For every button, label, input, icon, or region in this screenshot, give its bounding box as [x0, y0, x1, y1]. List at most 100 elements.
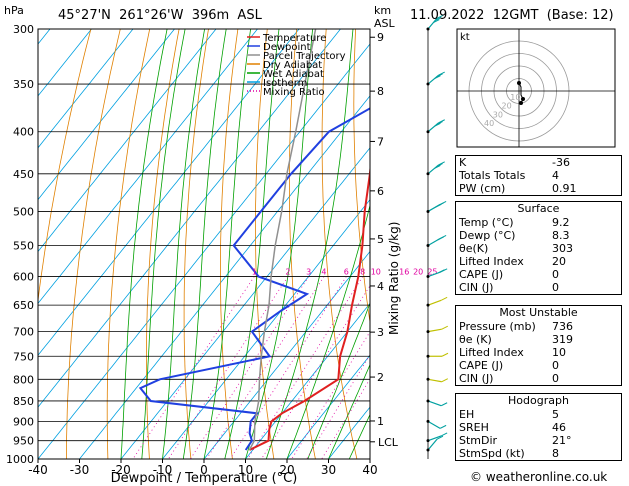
pressure-tick-label: 550	[13, 239, 34, 252]
pressure-tick-label: 800	[13, 373, 34, 386]
pressure-tick-label: 500	[13, 205, 34, 218]
most-unstable-title: Most Unstable	[499, 306, 578, 319]
km-tick-label: 8	[377, 85, 384, 98]
pressure-tick-label: 600	[13, 271, 34, 284]
wind-barb-point	[426, 130, 430, 134]
surface-label: θe(K)	[459, 242, 489, 255]
surface-label: Temp (°C)	[459, 216, 514, 229]
index-row: PW (cm) 0.91	[456, 182, 621, 195]
wind-barb-flag	[438, 71, 445, 76]
mu-row: Pressure (mb) 736	[456, 320, 621, 333]
index-label: K	[459, 156, 467, 169]
surface-row: Lifted Index 20	[456, 255, 621, 268]
x-tick-label: -40	[28, 463, 48, 477]
mixing-ratio-label: 4	[321, 268, 326, 277]
legend-label: Isotherm	[263, 78, 307, 89]
surface-row: Temp (°C) 9.2	[456, 216, 621, 229]
mixing-ratio-label: 1	[252, 268, 257, 277]
wind-barb	[427, 328, 442, 333]
wind-barb-point	[426, 399, 430, 403]
index-value: 4	[552, 169, 559, 182]
mu-label: CIN (J)	[459, 372, 494, 385]
hodo-label: SREH	[459, 421, 489, 434]
pressure-tick-label: 950	[13, 435, 34, 448]
pressure-tick-label: 900	[13, 415, 34, 428]
x-tick-label: 20	[279, 463, 294, 477]
wind-barb-flag	[438, 269, 445, 274]
x-tick-label: -20	[111, 463, 131, 477]
mixing-ratio-line	[247, 276, 364, 459]
pressure-tick-label: 650	[13, 299, 34, 312]
hodo-value: 46	[552, 421, 566, 434]
wind-barb-flag	[437, 236, 444, 241]
pressure-tick-label: 850	[13, 395, 34, 408]
isotherm-line	[38, 29, 134, 149]
mixing-ratio-label: 3	[306, 268, 311, 277]
wind-barb-flag	[436, 435, 444, 440]
wind-barb-point	[426, 27, 430, 31]
hodograph-frame	[456, 28, 616, 148]
legend-label: Parcel Trajectory	[263, 51, 346, 62]
wind-barb-point	[426, 439, 430, 443]
isotherm-line	[328, 406, 370, 459]
index-label: PW (cm)	[459, 182, 506, 195]
hodograph-ring-label: 30	[493, 110, 503, 119]
indices-panel: K -36 Totals Totals 4 PW (cm) 0.91	[455, 155, 622, 196]
km-tick-label: 9	[377, 31, 384, 44]
surface-label: CAPE (J)	[459, 268, 504, 281]
wind-barb	[427, 420, 441, 429]
wind-barb-flag	[436, 73, 443, 78]
wind-barb-flag	[440, 432, 448, 437]
surface-row: Dewp (°C) 8.3	[456, 229, 621, 242]
hodo-row: StmDir 21°	[456, 434, 621, 447]
wind-barb-flag	[441, 352, 449, 357]
wind-barb	[427, 299, 442, 306]
mixing-ratio-label: 6	[344, 268, 349, 277]
legend-label: Mixing Ratio	[263, 87, 325, 98]
wind-barb	[427, 435, 442, 442]
wind-barb-point	[426, 330, 430, 334]
wind-barb-point	[426, 243, 430, 247]
wind-barb-flag	[440, 402, 448, 407]
legend-label: Wet Adiabat	[263, 69, 324, 80]
isotherm-line	[38, 43, 370, 459]
surface-value: 0	[552, 281, 559, 294]
mixing-ratio-line	[190, 276, 310, 459]
index-value: -36	[552, 156, 570, 169]
wet-adiabat-line	[203, 29, 251, 459]
mixing-ratio-axis-title: Mixing Ratio (g/kg)	[387, 222, 401, 335]
isotherm-line	[286, 354, 370, 459]
hodo-row: SREH 46	[456, 421, 621, 434]
mu-label: θe (K)	[459, 333, 492, 346]
index-row: K -36	[456, 156, 621, 169]
wind-barb-flag	[438, 161, 445, 166]
hodo-row: StmSpd (kt) 8	[456, 447, 621, 460]
mu-row: Lifted Index 10	[456, 346, 621, 359]
date-title: 11.09.2022 12GMT (Base: 12)	[410, 8, 614, 23]
surface-row: CIN (J) 0	[456, 281, 621, 294]
wind-barb	[427, 400, 442, 407]
mu-row: CIN (J) 0	[456, 372, 621, 385]
most-unstable-panel: Most Unstable Pressure (mb) 736 θe (K) 319 L…	[455, 305, 622, 386]
wet-adiabat-line	[182, 29, 227, 459]
wind-barb-flag	[441, 325, 449, 330]
legend-label: Dewpoint	[263, 42, 311, 53]
wind-barb-point	[426, 448, 430, 452]
mixing-ratio-line	[206, 276, 325, 459]
hodograph-ring-label: 20	[502, 102, 512, 111]
isotherm-line	[38, 29, 175, 201]
wind-barb-point	[426, 419, 430, 423]
wind-barb-flag	[439, 424, 447, 429]
footer-credit: © weatheronline.co.uk	[470, 470, 608, 484]
isotherm-line	[38, 29, 217, 253]
legend-label: Temperature	[262, 33, 326, 44]
wet-adiabat-line	[328, 363, 370, 459]
index-value: 0.91	[552, 182, 577, 195]
hodograph-marker	[521, 97, 525, 101]
plot-area	[38, 29, 370, 459]
km-tick-label: 1	[377, 415, 384, 428]
mixing-ratio-label: 20	[413, 268, 423, 277]
wind-barb-flag	[438, 119, 445, 124]
mu-label: CAPE (J)	[459, 359, 504, 372]
